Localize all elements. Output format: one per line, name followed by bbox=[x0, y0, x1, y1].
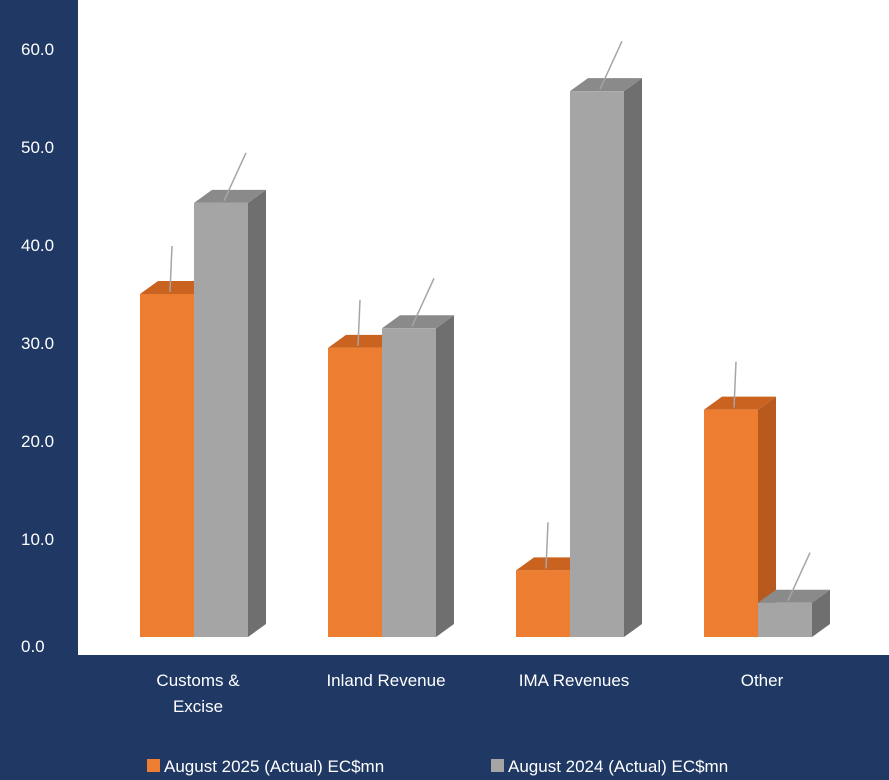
legend: August 2025 (Actual) EC$mn August 2024 (A… bbox=[147, 757, 728, 776]
legend-item-0: August 2025 (Actual) EC$mn bbox=[147, 757, 384, 776]
bar-front-face bbox=[570, 91, 624, 637]
y-tick-label: 20.0 bbox=[21, 432, 54, 451]
bar-top-face bbox=[758, 589, 830, 603]
bar-august-2024-3 bbox=[758, 552, 830, 637]
bar-front-face bbox=[382, 328, 436, 637]
y-tick-label: 30.0 bbox=[21, 334, 54, 353]
bar-top-face bbox=[194, 189, 266, 203]
bar-front-face bbox=[704, 409, 758, 637]
y-tick-label: 60.0 bbox=[21, 40, 54, 59]
bar-top-face bbox=[704, 396, 776, 410]
bar-front-face bbox=[328, 347, 382, 637]
bar-august-2024-2 bbox=[570, 40, 642, 637]
y-tick-label: 0.0 bbox=[21, 637, 45, 656]
bar-august-2024-0 bbox=[194, 152, 266, 638]
bars-group bbox=[140, 40, 830, 638]
leader-line bbox=[787, 552, 811, 602]
leader-line bbox=[411, 277, 435, 327]
legend-label: August 2025 (Actual) EC$mn bbox=[164, 757, 384, 776]
legend-swatch bbox=[147, 759, 160, 772]
x-category-label: Inland Revenue bbox=[326, 671, 445, 690]
bar-side-face bbox=[436, 315, 454, 637]
bar-top-face bbox=[382, 315, 454, 329]
leader-line bbox=[545, 522, 549, 569]
bar-side-face bbox=[812, 589, 830, 637]
bar-august-2025-3 bbox=[704, 361, 776, 637]
bar-top-face bbox=[570, 78, 642, 92]
x-category-label: Customs & bbox=[156, 671, 240, 690]
legend-item-1: August 2024 (Actual) EC$mn bbox=[491, 757, 728, 776]
bar-front-face bbox=[140, 294, 194, 637]
x-category-label: IMA Revenues bbox=[519, 671, 630, 690]
leader-line bbox=[733, 361, 737, 408]
y-tick-label: 40.0 bbox=[21, 236, 54, 255]
x-category-label: Other bbox=[741, 671, 784, 690]
x-axis-category-labels: Customs & Excise Inland Revenue IMA Revenue… bbox=[156, 671, 783, 716]
bar-side-face bbox=[758, 396, 776, 637]
bar-front-face bbox=[758, 602, 812, 637]
x-category-label: Excise bbox=[173, 697, 223, 716]
bar-side-face bbox=[248, 189, 266, 638]
bar-front-face bbox=[516, 570, 570, 637]
leader-line bbox=[357, 299, 361, 346]
bar-side-face bbox=[624, 78, 642, 637]
legend-swatch bbox=[491, 759, 504, 772]
legend-label: August 2024 (Actual) EC$mn bbox=[508, 757, 728, 776]
leader-line bbox=[599, 40, 623, 90]
y-axis-tick-labels: 0.0 10.0 20.0 30.0 40.0 50.0 60.0 bbox=[21, 40, 54, 656]
leader-line bbox=[223, 152, 247, 202]
y-tick-label: 50.0 bbox=[21, 138, 54, 157]
bar-front-face bbox=[194, 202, 248, 638]
y-tick-label: 10.0 bbox=[21, 530, 54, 549]
bar-august-2024-1 bbox=[382, 277, 454, 637]
leader-line bbox=[169, 245, 173, 293]
